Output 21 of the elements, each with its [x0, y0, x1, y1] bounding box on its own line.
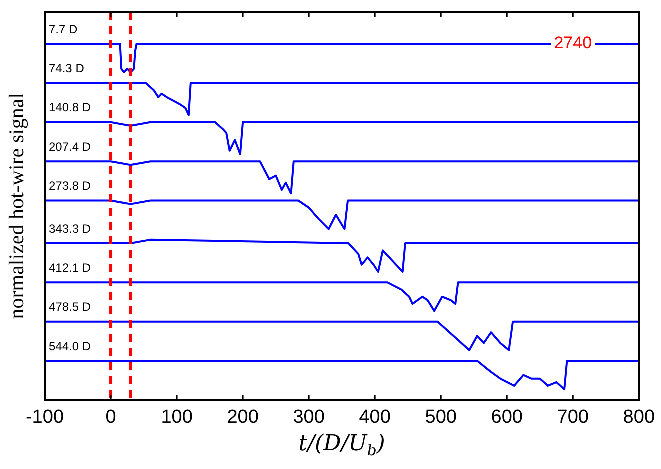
- x-tick-label: 800: [623, 406, 655, 428]
- series-label: 207.4 D: [49, 140, 92, 154]
- annotation: 2740: [554, 34, 592, 53]
- series-label: 478.5 D: [49, 300, 92, 314]
- series-label: 273.8 D: [49, 179, 92, 194]
- series-label: 544.0 D: [49, 339, 92, 354]
- x-tick-label: 400: [359, 406, 391, 428]
- x-tick-label: 600: [491, 406, 523, 428]
- x-tick-label: -100: [26, 406, 64, 428]
- x-tick-label: 0: [106, 406, 116, 428]
- series-label: 412.1 D: [49, 260, 92, 275]
- x-tick-label: 500: [425, 406, 457, 428]
- series-label: 74.3 D: [49, 62, 85, 76]
- x-tick-label: 300: [293, 406, 325, 428]
- y-axis-title: normalized hot-wire signal: [4, 92, 29, 320]
- series-label: 7.7 D: [49, 22, 78, 36]
- x-tick-label: 700: [557, 406, 589, 428]
- series-label: 140.8 D: [49, 100, 92, 115]
- x-tick-label: 100: [161, 406, 193, 428]
- x-tick-label: 200: [227, 406, 259, 428]
- series-label: 343.3 D: [49, 222, 92, 236]
